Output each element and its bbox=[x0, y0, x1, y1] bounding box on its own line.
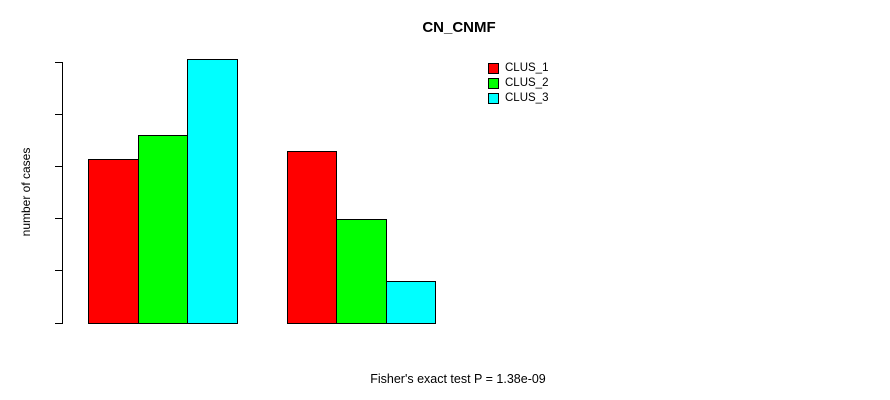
legend-item: CLUS_3 bbox=[488, 91, 598, 106]
bar-clus_3-group2 bbox=[385, 281, 436, 324]
y-axis-label: number of cases bbox=[19, 147, 33, 237]
y-axis-tick bbox=[55, 113, 62, 115]
y-axis-tick bbox=[55, 322, 62, 324]
y-axis-tick bbox=[55, 61, 62, 63]
y-axis-tick bbox=[55, 218, 62, 220]
legend-item: CLUS_2 bbox=[488, 76, 598, 91]
legend-label: CLUS_1 bbox=[505, 62, 549, 74]
legend: CLUS_1 CLUS_2 CLUS_3 bbox=[488, 61, 598, 111]
legend-swatch-icon bbox=[488, 93, 499, 104]
footer-pvalue: Fisher's exact test P = 1.38e-09 bbox=[370, 372, 546, 386]
legend-item: CLUS_1 bbox=[488, 61, 598, 76]
legend-swatch-icon bbox=[488, 78, 499, 89]
legend-label: CLUS_3 bbox=[505, 92, 549, 104]
legend-label: CLUS_2 bbox=[505, 77, 549, 89]
chart-title: CN_CNMF bbox=[422, 19, 496, 36]
y-axis-tick bbox=[55, 165, 62, 167]
bar-clus_1-group2 bbox=[286, 150, 337, 324]
y-axis-tick bbox=[55, 270, 62, 272]
bar-clus_1-group1 bbox=[88, 158, 139, 324]
y-axis-line bbox=[62, 62, 63, 324]
bar-clus_2-group1 bbox=[137, 135, 188, 324]
bar-clus_2-group2 bbox=[336, 218, 387, 324]
bar-clus_3-group1 bbox=[187, 59, 238, 324]
legend-swatch-icon bbox=[488, 63, 499, 74]
